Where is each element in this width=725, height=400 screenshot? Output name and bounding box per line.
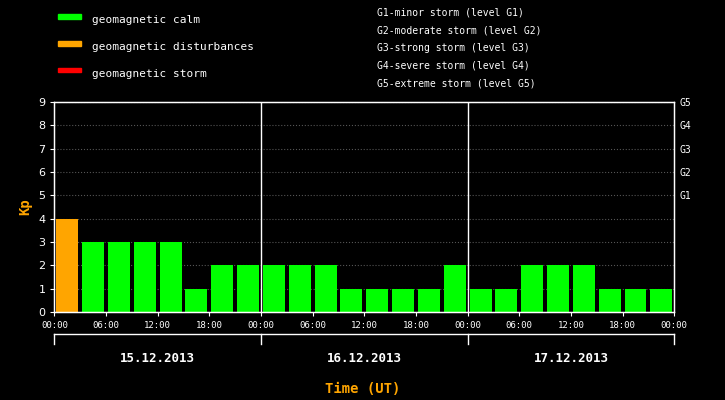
Bar xyxy=(624,289,647,312)
Bar xyxy=(418,289,440,312)
Bar xyxy=(82,242,104,312)
Bar xyxy=(495,289,518,312)
Bar xyxy=(108,242,130,312)
Bar xyxy=(444,265,465,312)
Text: geomagnetic disturbances: geomagnetic disturbances xyxy=(92,42,254,52)
Bar xyxy=(186,289,207,312)
Bar xyxy=(58,41,81,46)
Bar xyxy=(315,265,336,312)
Text: G3-strong storm (level G3): G3-strong storm (level G3) xyxy=(377,43,530,53)
Bar xyxy=(237,265,259,312)
Bar xyxy=(289,265,311,312)
Bar xyxy=(57,219,78,312)
Text: G4-severe storm (level G4): G4-severe storm (level G4) xyxy=(377,61,530,71)
Bar xyxy=(547,265,569,312)
Text: 15.12.2013: 15.12.2013 xyxy=(120,352,195,365)
Bar xyxy=(573,265,594,312)
Bar xyxy=(521,265,543,312)
Bar xyxy=(650,289,672,312)
Bar xyxy=(470,289,492,312)
Bar xyxy=(58,68,81,72)
Bar xyxy=(263,265,285,312)
Bar xyxy=(160,242,181,312)
Text: 16.12.2013: 16.12.2013 xyxy=(327,352,402,365)
Text: G1-minor storm (level G1): G1-minor storm (level G1) xyxy=(377,8,524,18)
Bar xyxy=(58,14,81,19)
Text: G5-extreme storm (level G5): G5-extreme storm (level G5) xyxy=(377,79,536,89)
Bar xyxy=(366,289,388,312)
Text: geomagnetic calm: geomagnetic calm xyxy=(92,15,200,25)
Bar xyxy=(599,289,621,312)
Text: 17.12.2013: 17.12.2013 xyxy=(534,352,608,365)
Bar xyxy=(134,242,156,312)
Bar xyxy=(392,289,414,312)
Text: G2-moderate storm (level G2): G2-moderate storm (level G2) xyxy=(377,26,542,36)
Text: Time (UT): Time (UT) xyxy=(325,382,400,396)
Y-axis label: Kp: Kp xyxy=(19,199,33,215)
Text: geomagnetic storm: geomagnetic storm xyxy=(92,69,207,79)
Bar xyxy=(341,289,362,312)
Bar xyxy=(211,265,233,312)
